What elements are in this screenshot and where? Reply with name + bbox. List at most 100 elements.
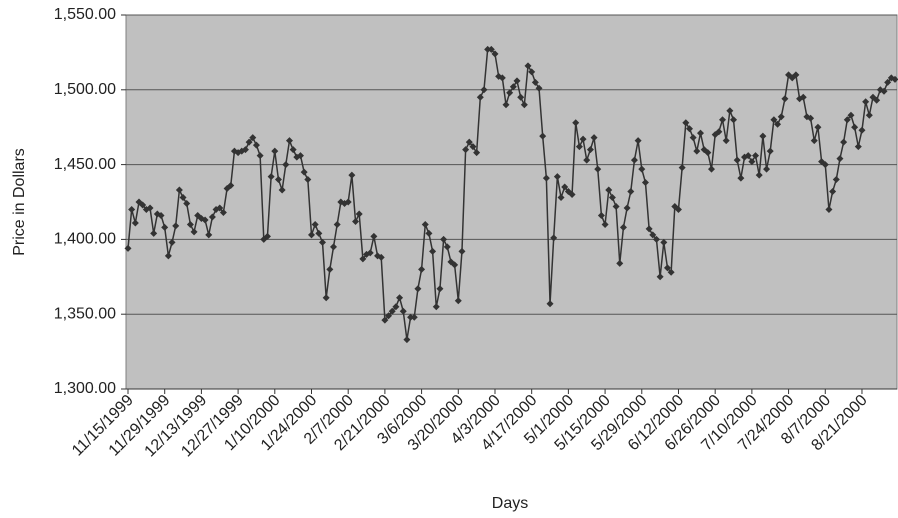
data-point (381, 316, 389, 324)
data-point (605, 186, 613, 194)
data-point (858, 126, 866, 134)
data-point (810, 137, 818, 145)
data-point (678, 164, 686, 172)
y-tick-label: 1,350.00 (54, 305, 116, 322)
data-point (263, 232, 271, 240)
data-point (722, 137, 730, 145)
data-point (274, 176, 282, 184)
data-point (150, 229, 158, 237)
data-point (557, 194, 565, 202)
data-point (252, 141, 260, 149)
data-point (627, 188, 635, 196)
data-point (730, 116, 738, 124)
data-point (568, 191, 576, 199)
data-point (186, 220, 194, 228)
data-point (289, 146, 297, 154)
data-point (256, 152, 264, 160)
data-point (752, 152, 760, 160)
data-point (755, 171, 763, 179)
data-point (278, 186, 286, 194)
data-point (539, 132, 547, 140)
data-point (392, 303, 400, 311)
data-point (396, 294, 404, 302)
data-point (432, 303, 440, 311)
data-point (649, 231, 657, 239)
data-point (777, 113, 785, 121)
data-point (873, 96, 881, 104)
data-point (807, 114, 815, 122)
data-point (832, 176, 840, 184)
data-point (843, 116, 851, 124)
y-tick-label: 1,300.00 (54, 380, 116, 397)
data-point (440, 235, 448, 243)
data-point (484, 45, 492, 53)
data-point (836, 155, 844, 163)
data-point (744, 152, 752, 160)
plot-area (125, 14, 898, 390)
data-point (473, 149, 481, 157)
data-point (377, 253, 385, 261)
data-point (726, 107, 734, 115)
data-point (561, 183, 569, 191)
data-point (759, 132, 767, 140)
data-point (766, 147, 774, 155)
data-point (708, 165, 716, 173)
data-point (770, 116, 778, 124)
data-point (663, 264, 671, 272)
data-point (509, 83, 517, 91)
data-point (407, 313, 415, 321)
data-point (385, 312, 393, 320)
data-point (480, 86, 488, 94)
data-point (748, 158, 756, 166)
data-point (366, 249, 374, 257)
data-point (322, 294, 330, 302)
data-point (216, 204, 224, 212)
data-point (715, 128, 723, 136)
data-point (546, 300, 554, 308)
data-point (436, 285, 444, 293)
data-point (682, 119, 690, 127)
data-point (513, 77, 521, 85)
data-point (429, 247, 437, 255)
data-point (612, 202, 620, 210)
data-point (451, 261, 459, 269)
y-tick-label: 1,550.00 (54, 6, 116, 23)
data-point (296, 152, 304, 160)
data-point (634, 137, 642, 145)
data-point (410, 313, 418, 321)
data-point (146, 204, 154, 212)
data-point (880, 87, 888, 95)
data-point (799, 93, 807, 101)
y-tick-label: 1,500.00 (54, 81, 116, 98)
data-point (645, 225, 653, 233)
y-tick-label: 1,400.00 (54, 231, 116, 248)
data-point (352, 217, 360, 225)
data-point (443, 243, 451, 251)
data-point (575, 143, 583, 151)
data-point (315, 229, 323, 237)
data-point (219, 208, 227, 216)
data-point (586, 146, 594, 154)
data-point (737, 174, 745, 182)
data-point (652, 235, 660, 243)
data-point (814, 123, 822, 131)
data-point (498, 74, 506, 82)
data-point (282, 161, 290, 169)
y-axis-title: Price in Dollars (11, 148, 28, 256)
data-point (476, 93, 484, 101)
data-point (553, 173, 561, 181)
data-point (619, 223, 627, 231)
data-point (763, 165, 771, 173)
data-point (333, 220, 341, 228)
data-point (572, 119, 580, 127)
data-point (168, 238, 176, 246)
data-point (414, 285, 422, 293)
data-point (348, 171, 356, 179)
data-point (550, 234, 558, 242)
data-point (638, 165, 646, 173)
data-point (300, 168, 308, 176)
data-point (311, 220, 319, 228)
data-point (403, 336, 411, 344)
data-point (425, 229, 433, 237)
